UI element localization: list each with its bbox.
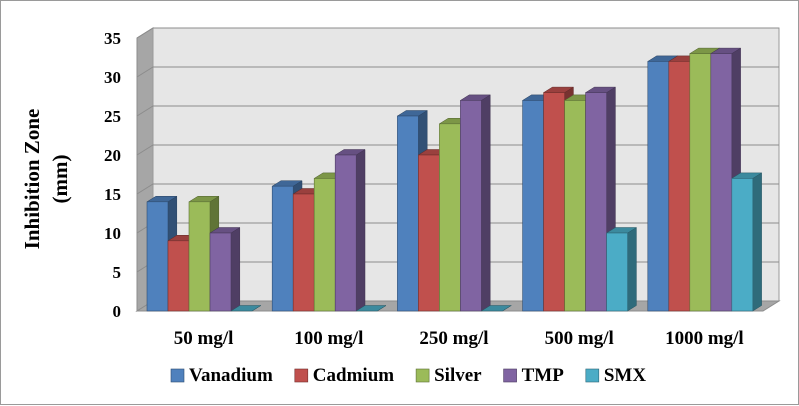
y-tick-labels: 0 5 10 15 20 25 30 35 xyxy=(104,29,121,321)
y-axis-title-line1: Inhibition Zone xyxy=(20,109,44,250)
legend-swatch xyxy=(585,368,600,383)
legend-item: Silver xyxy=(415,365,482,386)
legend-label: SMX xyxy=(604,365,647,386)
bar xyxy=(355,305,387,312)
gridline xyxy=(136,66,779,78)
bar xyxy=(230,305,262,312)
legend-item: Vanadium xyxy=(170,365,273,386)
x-category-label: 1000 mg/l xyxy=(665,328,744,349)
y-tick-label: 30 xyxy=(104,68,121,87)
y-tick-label: 20 xyxy=(104,146,121,165)
bar xyxy=(730,172,763,312)
bar xyxy=(480,305,513,312)
legend-swatch xyxy=(415,368,430,383)
y-tick-label: 10 xyxy=(104,224,121,243)
bars xyxy=(146,47,763,312)
legend-item: Cadmium xyxy=(294,365,394,386)
legend-label: Vanadium xyxy=(189,365,273,386)
x-category-label: 250 mg/l xyxy=(419,328,488,349)
y-tick-label: 15 xyxy=(104,185,121,204)
x-category-label: 50 mg/l xyxy=(174,328,234,349)
bar xyxy=(334,149,366,312)
x-category-labels: 50 mg/l 100 mg/l 250 mg/l 500 mg/l 1000 mg/l xyxy=(174,328,744,349)
legend-label: Silver xyxy=(434,365,482,386)
legend: Vanadium Cadmium Silver TMP SMX xyxy=(170,365,647,386)
y-axis-title-line2: (mm) xyxy=(48,155,72,204)
y-tick-label: 35 xyxy=(104,29,121,48)
bar xyxy=(605,227,638,312)
x-category-label: 100 mg/l xyxy=(294,328,363,349)
y-tick-label: 0 xyxy=(113,302,122,321)
bar xyxy=(209,227,241,312)
legend-label: Cadmium xyxy=(313,365,394,386)
y-tick-label: 5 xyxy=(113,263,122,282)
legend-swatch xyxy=(503,368,517,383)
legend-label: TMP xyxy=(522,365,565,386)
y-tick-label: 25 xyxy=(104,107,121,126)
legend-swatch xyxy=(294,368,309,383)
bar xyxy=(459,94,492,312)
gridline xyxy=(136,27,779,39)
legend-item: SMX xyxy=(585,365,647,386)
x-category-label: 500 mg/l xyxy=(545,328,614,349)
legend-swatch xyxy=(170,368,185,383)
legend-item: TMP xyxy=(503,365,565,386)
